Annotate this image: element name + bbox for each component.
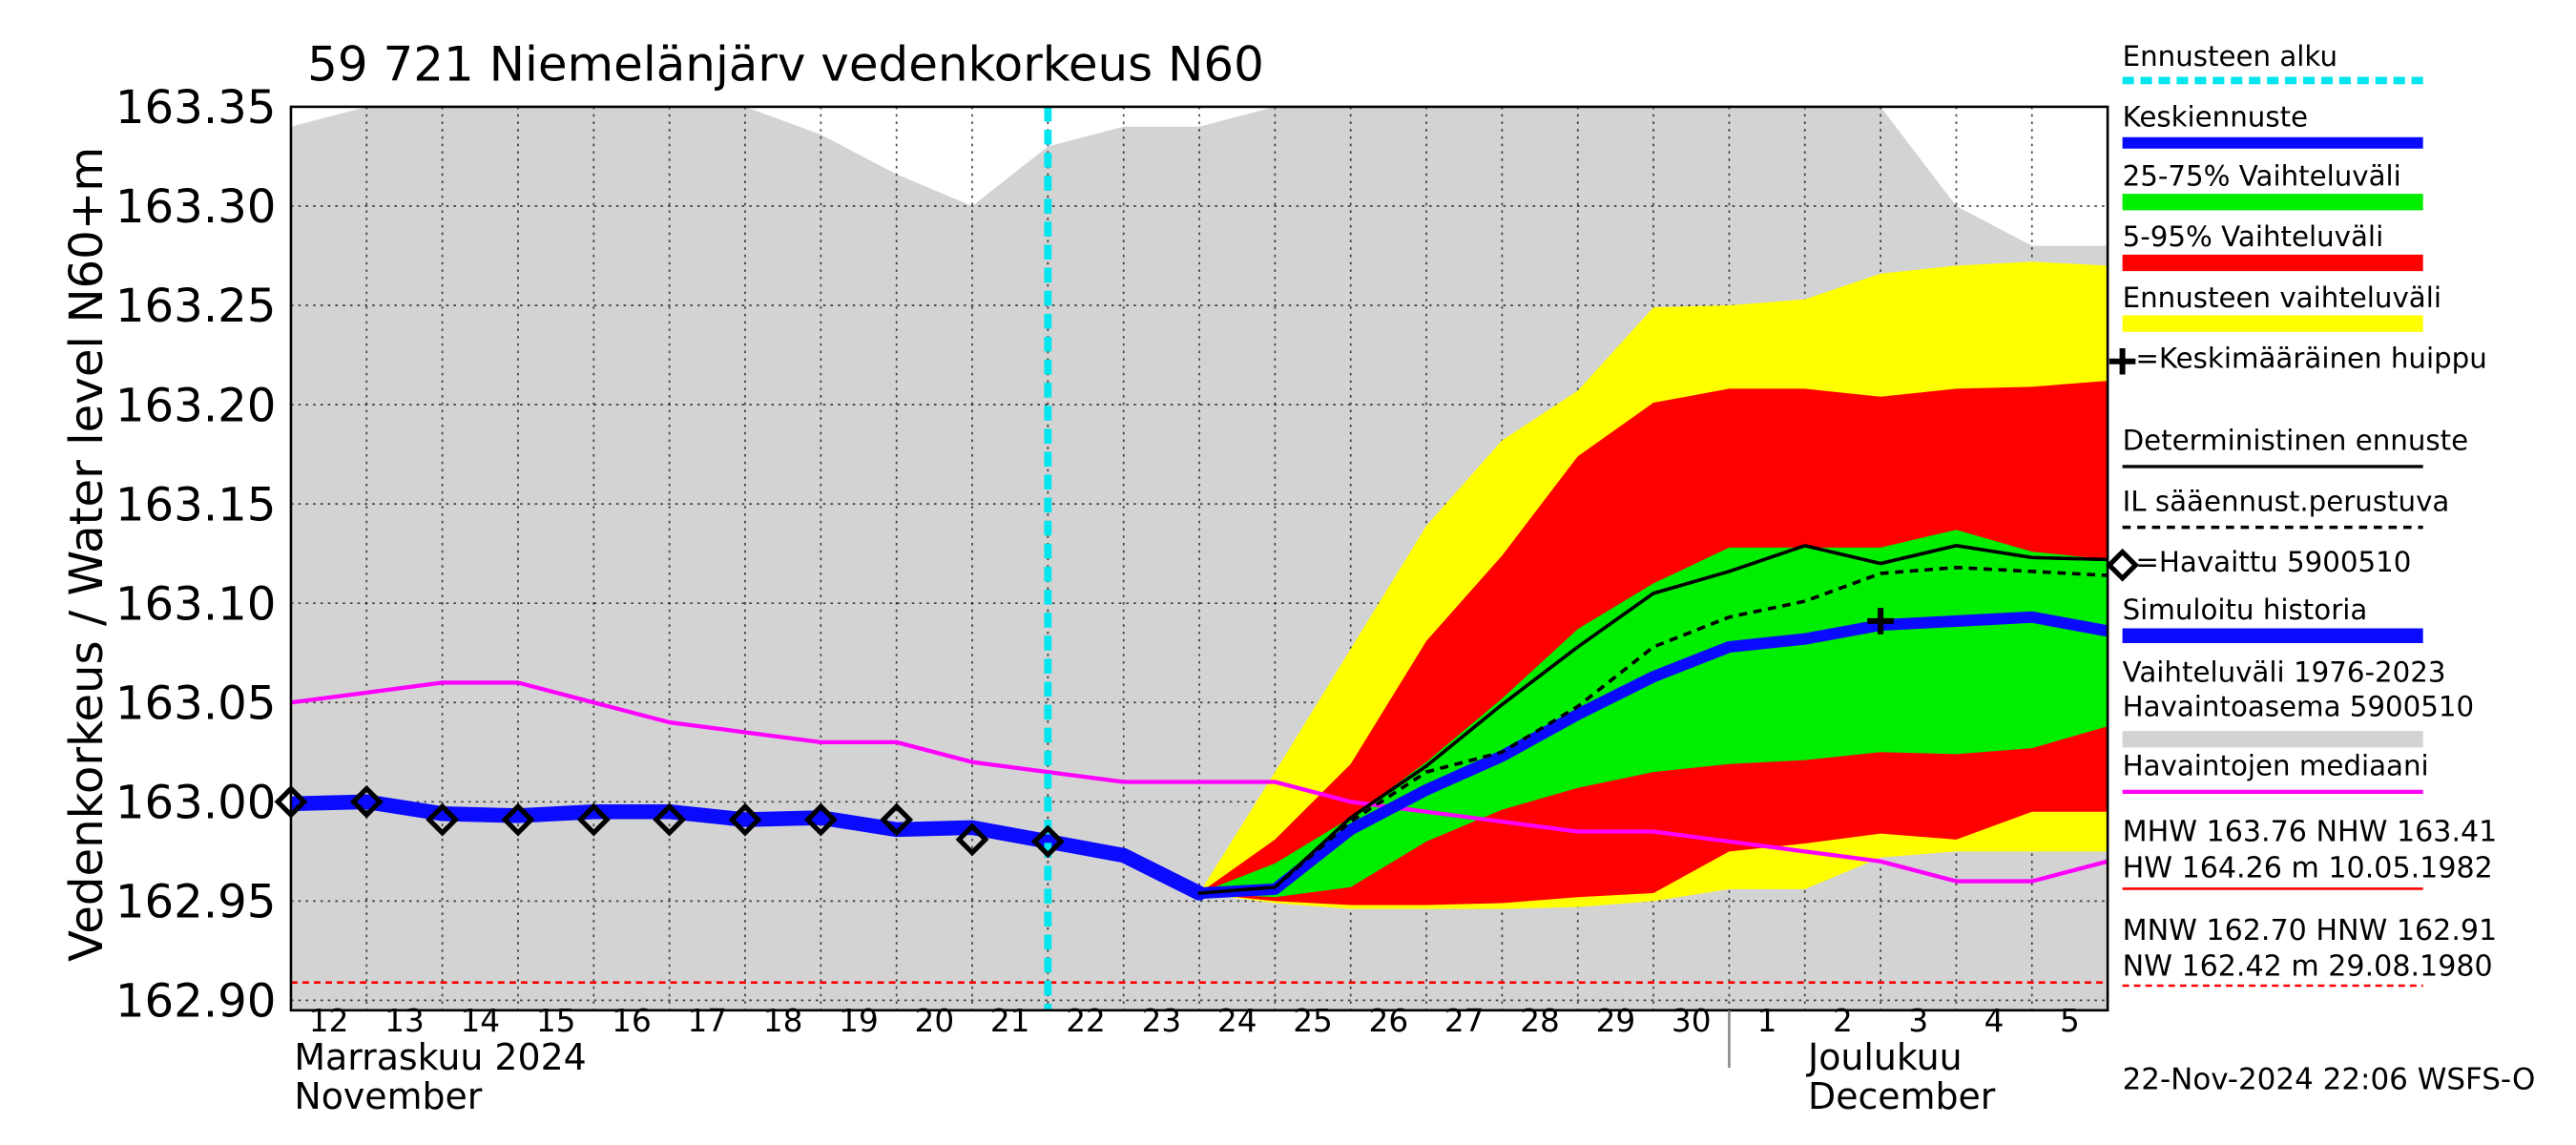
legend-text: Ennusteen vaihteluväli bbox=[2122, 282, 2441, 316]
stats-text: NW 162.42 m 29.08.1980 bbox=[2123, 950, 2493, 984]
series-line bbox=[1198, 566, 2109, 895]
x-tick-label: 13 bbox=[384, 1003, 425, 1039]
legend-text: Vaihteluväli 1976-2023 Havaintoasema 590… bbox=[2122, 656, 2475, 725]
x-tick-label: 14 bbox=[460, 1003, 500, 1039]
legend-label: Vaihteluväli 1976-2023 Havaintoasema 590… bbox=[2122, 656, 2475, 725]
y-tick-label: 163.30 bbox=[115, 180, 277, 234]
y-tick-label: 163.35 bbox=[115, 81, 277, 135]
legend-label: Simuloitu historia bbox=[2122, 594, 2368, 628]
series-line bbox=[1197, 544, 2109, 895]
legend-text: Keskiennuste bbox=[2122, 101, 2309, 135]
x-tick-label: 20 bbox=[915, 1003, 955, 1039]
legend-label: 25-75% Vaihteluväli bbox=[2122, 160, 2401, 195]
x-tick-label: 27 bbox=[1444, 1003, 1485, 1039]
legend-label: =Keskimääräinen huippu bbox=[2135, 343, 2487, 377]
legend-text: =Keskimääräinen huippu bbox=[2135, 343, 2487, 377]
x-tick-label: 21 bbox=[990, 1003, 1030, 1039]
month-label: November bbox=[294, 1075, 482, 1117]
x-tick-label: 1 bbox=[1757, 1003, 1777, 1039]
legend-label: Ennusteen vaihteluväli bbox=[2122, 282, 2441, 316]
y-tick-label: 162.95 bbox=[115, 876, 277, 929]
legend-label: =Havaittu 5900510 bbox=[2135, 547, 2412, 580]
stats-text: MNW 162.70 HNW 162.91 bbox=[2123, 914, 2498, 947]
legend-text: Simuloitu historia bbox=[2122, 594, 2368, 628]
legend-text: =Havaittu 5900510 bbox=[2135, 547, 2412, 580]
y-tick-label: 162.90 bbox=[115, 975, 277, 1029]
y-tick-label: 163.25 bbox=[115, 280, 277, 333]
peak-marker bbox=[2109, 347, 2136, 375]
y-tick-label: 163.00 bbox=[115, 777, 277, 830]
series-line bbox=[290, 794, 1207, 901]
month-label: December bbox=[1808, 1075, 1996, 1117]
x-tick-label: 23 bbox=[1142, 1003, 1182, 1039]
observed-marker bbox=[501, 802, 535, 837]
x-tick-label: 28 bbox=[1520, 1003, 1560, 1039]
plot-frame bbox=[289, 105, 2109, 1012]
series-line bbox=[290, 680, 2109, 884]
legend-label: 5-95% Vaihteluväli bbox=[2122, 221, 2384, 255]
month-label: Marraskuu 2024 bbox=[294, 1036, 586, 1078]
legend-text: IL sääennust.perustuva bbox=[2122, 486, 2450, 520]
legend-text: 25-75% Vaihteluväli bbox=[2122, 160, 2401, 195]
observed-marker bbox=[1030, 824, 1065, 859]
x-tick-label: 24 bbox=[1217, 1003, 1257, 1039]
observed-marker bbox=[653, 802, 687, 837]
peak-marker bbox=[1867, 608, 1894, 635]
x-tick-label: 2 bbox=[1833, 1003, 1853, 1039]
chart-title: 59 721 Niemelänjärv vedenkorkeus N60 bbox=[307, 36, 1264, 92]
x-tick-label: 30 bbox=[1672, 1003, 1712, 1039]
x-tick-label: 5 bbox=[2060, 1003, 2080, 1039]
legend-text: Havaintojen mediaani bbox=[2122, 750, 2429, 784]
legend-text: Ennusteen alku bbox=[2122, 41, 2338, 74]
stats-text: MHW 163.76 NHW 163.41 bbox=[2123, 815, 2498, 848]
x-tick-label: 25 bbox=[1293, 1003, 1333, 1039]
x-tick-label: 22 bbox=[1066, 1003, 1106, 1039]
y-tick-label: 163.15 bbox=[115, 478, 277, 531]
observed-marker bbox=[576, 802, 611, 837]
x-tick-label: 17 bbox=[688, 1003, 728, 1039]
observed-marker bbox=[426, 802, 460, 837]
legend-label: Deterministinen ennuste bbox=[2122, 425, 2469, 459]
legend-label: Ennusteen alku bbox=[2122, 41, 2338, 74]
y-axis-unit: N60+m bbox=[60, 147, 114, 323]
overlay: 162.90 162.95 163.00 163.05 163.10 163.15 163.… bbox=[115, 41, 2498, 1117]
y-tick-label: 163.20 bbox=[115, 379, 277, 432]
observed-marker bbox=[349, 784, 384, 819]
x-tick-label: 3 bbox=[1908, 1003, 1928, 1039]
x-tick-label: 12 bbox=[309, 1003, 349, 1039]
legend-label: IL sääennust.perustuva bbox=[2122, 486, 2450, 520]
legend-text: Deterministinen ennuste bbox=[2122, 425, 2469, 459]
observed-marker bbox=[728, 802, 762, 837]
x-tick-label: 4 bbox=[1984, 1003, 2005, 1039]
x-tick-label: 18 bbox=[763, 1003, 803, 1039]
legend-label: Keskiennuste bbox=[2122, 101, 2309, 135]
plot-area bbox=[290, 106, 2109, 1010]
observed-marker bbox=[803, 802, 838, 837]
y-tick-label: 163.05 bbox=[115, 677, 277, 730]
x-tick-label: 19 bbox=[839, 1003, 879, 1039]
series-line bbox=[1194, 611, 2109, 900]
x-tick-label: 16 bbox=[612, 1003, 652, 1039]
x-tick-label: 15 bbox=[536, 1003, 576, 1039]
footer: 22-Nov-2024 22:06 WSFS-O bbox=[2123, 1062, 2536, 1096]
month-label: Joulukuu bbox=[1806, 1036, 1963, 1078]
y-tick-label: 163.10 bbox=[115, 577, 277, 631]
observed-marker bbox=[880, 802, 914, 837]
y-axis-title: Vedenkorkeus / Water level bbox=[60, 336, 114, 962]
x-tick-label: 26 bbox=[1369, 1003, 1409, 1039]
legend-label: Havaintojen mediaani bbox=[2122, 750, 2429, 784]
observed-marker bbox=[955, 822, 989, 857]
observed-marker bbox=[2106, 548, 2140, 582]
stats-text: HW 164.26 m 10.05.1982 bbox=[2123, 851, 2493, 885]
legend-text: 5-95% Vaihteluväli bbox=[2122, 221, 2384, 255]
x-tick-label: 29 bbox=[1596, 1003, 1636, 1039]
